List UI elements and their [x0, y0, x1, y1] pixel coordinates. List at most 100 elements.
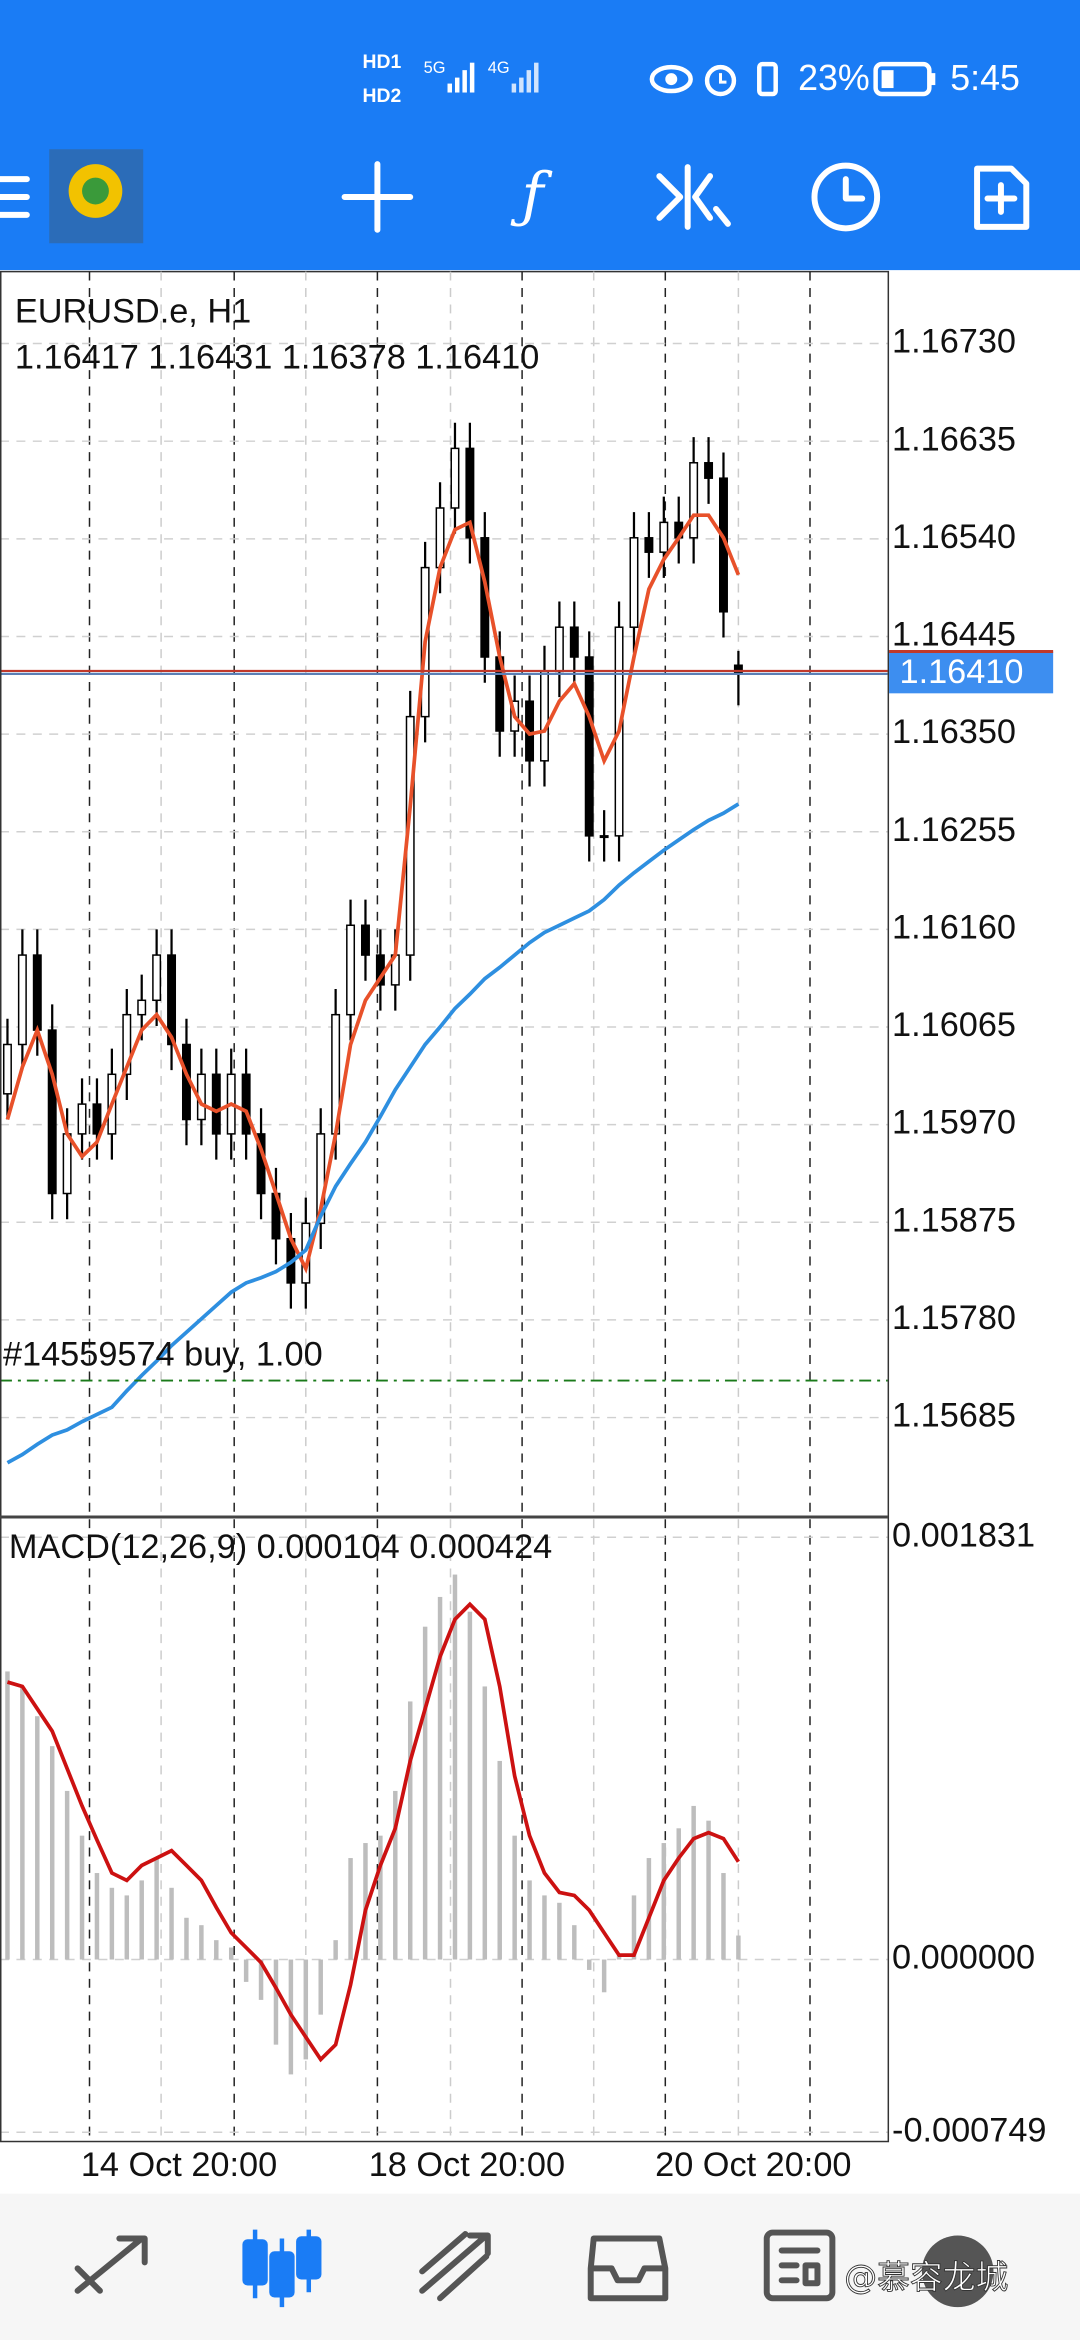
y-tick-label: 1.16160 — [892, 908, 1016, 946]
candle-body — [540, 670, 549, 762]
macd-bar — [79, 1835, 85, 1960]
y-tick-label: -0.000749 — [892, 2111, 1046, 2149]
macd-bar — [64, 1790, 70, 1960]
candle-body — [584, 656, 594, 837]
macd-bar — [124, 1895, 130, 1960]
history-tab[interactable] — [587, 2235, 669, 2302]
y-tick-label: 1.16730 — [892, 323, 1016, 361]
y-tick-label: 1.15685 — [892, 1397, 1016, 1435]
candle-body — [152, 954, 162, 1002]
macd-bar — [169, 1887, 174, 1960]
ohlc-label: 1.16417 1.16431 1.16378 1.16410 — [15, 339, 539, 377]
y-tick-label: 1.16540 — [892, 518, 1016, 556]
y-tick-label: 1.16635 — [892, 420, 1016, 458]
macd-bar — [199, 1925, 204, 1960]
status-bar: HD1 HD2 5G 4G 23% 5:45 — [362, 51, 1019, 107]
macd-bar — [512, 1835, 517, 1960]
y-tick-label: 1.15875 — [892, 1201, 1016, 1239]
candle-body — [644, 537, 654, 553]
watermark: @慕容龙城 — [844, 2258, 1008, 2296]
macd-bar — [616, 1955, 622, 1960]
candle-body — [167, 954, 177, 1046]
candle-body — [137, 999, 147, 1016]
candle-body — [465, 447, 475, 539]
top-bar — [0, 0, 1080, 271]
y-tick-label: 1.16255 — [892, 811, 1016, 849]
macd-bar — [109, 1887, 115, 1960]
x-tick-label: 20 Oct 20:00 — [655, 2146, 851, 2184]
candle-body — [241, 1073, 251, 1135]
battery-label: 23% — [798, 58, 870, 98]
macd-bar — [94, 1873, 100, 1960]
news-tab[interactable] — [763, 2229, 836, 2302]
chart-frame — [0, 270, 890, 2143]
macd-bar — [452, 1574, 458, 1960]
macd-bar — [542, 1895, 547, 1960]
macd-bar — [721, 1873, 726, 1960]
crosshair-button[interactable] — [341, 161, 414, 233]
trade-tab[interactable] — [419, 2231, 491, 2302]
macd-bar — [676, 1828, 681, 1960]
candle-body — [92, 1103, 102, 1135]
symbols-button[interactable] — [656, 164, 731, 230]
y-tick-label: 0.000000 — [892, 1939, 1035, 1977]
vibrate-icon — [757, 61, 778, 97]
macd-bar — [706, 1820, 711, 1960]
macd-bar — [497, 1760, 502, 1960]
macd-bar — [437, 1596, 443, 1960]
candle-body — [211, 1073, 221, 1135]
candle-body — [47, 1029, 57, 1195]
candle-body — [599, 835, 609, 839]
macd-bar — [214, 1940, 219, 1960]
macd-bar — [5, 1671, 10, 1960]
macd-bar — [318, 1959, 323, 2015]
menu-button[interactable] — [0, 176, 30, 218]
y-tick-label: 1.16445 — [892, 616, 1016, 654]
x-tick-label: 18 Oct 20:00 — [369, 2146, 565, 2184]
macd-bar — [348, 1858, 353, 1960]
period-button[interactable] — [811, 162, 881, 232]
candle-body — [360, 924, 370, 956]
macd-bar — [154, 1858, 159, 1960]
candle-body — [2, 1043, 12, 1095]
x-tick-label: 14 Oct 20:00 — [81, 2146, 277, 2184]
candle-body — [450, 447, 460, 509]
macd-bar — [586, 1959, 592, 1970]
macd-bar — [661, 1843, 667, 1960]
price-marker-label: 1.16410 — [900, 653, 1024, 691]
chart-tab[interactable] — [242, 2229, 322, 2308]
eye-icon — [649, 64, 693, 94]
templates-button[interactable] — [974, 165, 1030, 230]
macd-bar — [646, 1858, 652, 1960]
macd-bar — [736, 1935, 741, 1960]
bottom-nav — [0, 2193, 1080, 2340]
app-icon[interactable] — [49, 149, 144, 244]
quotes-tab[interactable] — [74, 2235, 148, 2294]
candle-body — [122, 1013, 132, 1076]
macd-title: MACD(12,26,9) 0.000104 0.000424 — [9, 1528, 552, 1566]
macd-bar — [258, 1959, 264, 2000]
macd-bar — [482, 1686, 488, 1960]
candle-body — [689, 462, 699, 539]
y-tick-label: 1.15780 — [892, 1299, 1016, 1337]
macd-bar — [333, 1940, 338, 1960]
signal-icon — [447, 62, 475, 93]
macd-bar — [467, 1611, 473, 1960]
macd-bar — [49, 1746, 55, 1960]
price-marker — [889, 651, 1054, 694]
candle-body — [77, 1103, 87, 1135]
signal-icon — [511, 62, 539, 93]
candle-body — [629, 537, 639, 628]
network-label: 5G — [424, 59, 446, 77]
macd-bar — [422, 1626, 428, 1960]
clock-label: 5:45 — [950, 58, 1020, 98]
avatar[interactable] — [921, 2235, 994, 2308]
y-tick-label: 1.16065 — [892, 1006, 1016, 1044]
candle-body — [17, 954, 27, 1046]
indicator-line — [6, 802, 740, 1465]
macd-bar — [184, 1917, 189, 1960]
candle-body — [554, 626, 564, 673]
macd-bar — [393, 1790, 398, 1960]
